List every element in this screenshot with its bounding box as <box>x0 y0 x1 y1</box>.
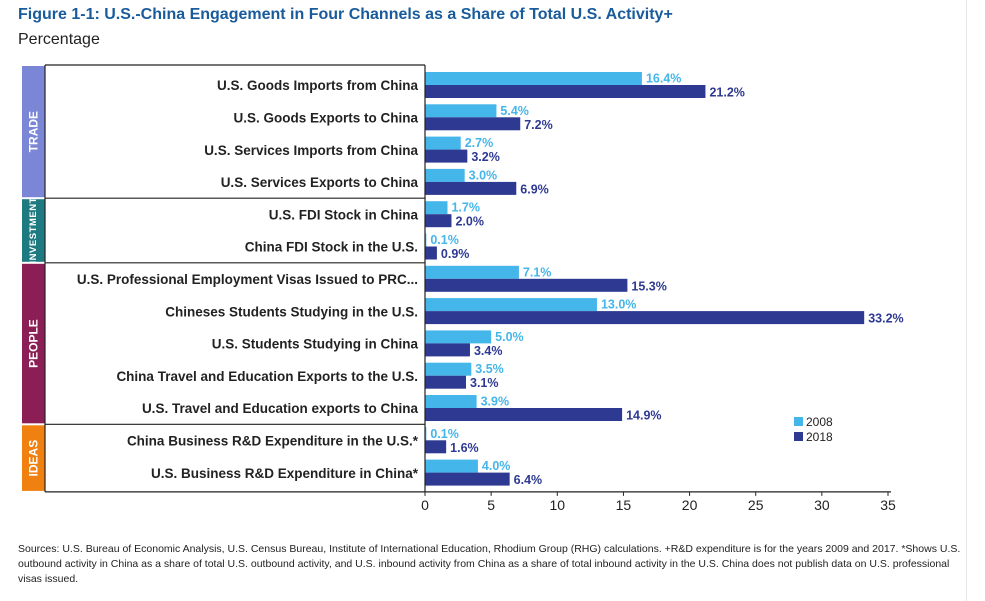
bar-2008 <box>425 298 597 312</box>
bar-2018 <box>425 278 628 292</box>
category-label: China FDI Stock in the U.S. <box>245 240 418 255</box>
right-divider <box>966 0 967 601</box>
x-tick-label: 5 <box>487 497 495 513</box>
data-label-2018: 7.2% <box>524 118 553 132</box>
x-tick-label: 10 <box>549 497 565 513</box>
bar-2008 <box>425 362 472 376</box>
data-label-2018: 14.9% <box>626 409 661 423</box>
data-label-2008: 16.4% <box>646 72 681 86</box>
bar-2008 <box>425 201 448 215</box>
category-label: U.S. Business R&D Expenditure in China* <box>151 466 419 481</box>
figure-title: Figure 1-1: U.S.-China Engagement in Fou… <box>18 6 673 23</box>
data-label-2008: 3.5% <box>475 362 504 376</box>
data-label-2018: 0.9% <box>441 247 470 261</box>
bar-2008 <box>425 233 427 247</box>
bar-2018 <box>425 375 467 389</box>
bar-2008 <box>425 265 519 279</box>
data-label-2018: 21.2% <box>709 86 744 100</box>
x-tick-label: 20 <box>682 497 698 513</box>
data-label-2008: 7.1% <box>523 265 552 279</box>
category-label: U.S. Students Studying in China <box>212 337 419 352</box>
bar-2018 <box>425 117 521 131</box>
bar-2008 <box>425 427 427 441</box>
bar-2018 <box>425 214 452 228</box>
data-label-2008: 3.0% <box>469 168 498 182</box>
bar-2018 <box>425 343 470 357</box>
bar-2018 <box>425 440 447 454</box>
category-label: U.S. Services Imports from China <box>204 143 418 158</box>
category-label: U.S. Services Exports to China <box>221 175 419 190</box>
group-strip <box>22 199 45 262</box>
data-label-2008: 0.1% <box>430 233 459 247</box>
data-label-2008: 5.0% <box>495 330 523 344</box>
data-label-2018: 3.4% <box>474 344 503 358</box>
bar-2018 <box>425 85 706 98</box>
data-label-2008: 5.4% <box>500 104 529 118</box>
data-label-2008: 4.0% <box>482 459 511 473</box>
bar-chart: U.S. Goods Imports from China 16.4% 21.2% U… <box>22 64 904 513</box>
data-label-2008: 0.1% <box>430 427 459 441</box>
x-tick-label: 15 <box>616 497 632 513</box>
group-strip <box>22 263 45 424</box>
bar-2008 <box>425 72 642 85</box>
category-label: China Travel and Education Exports to th… <box>116 369 418 384</box>
bar-2018 <box>425 246 437 260</box>
bar-2018 <box>425 408 623 421</box>
figure-subtitle: Percentage <box>18 31 100 48</box>
data-label-2008: 2.7% <box>465 136 494 150</box>
bar-2008 <box>425 330 492 344</box>
group-label: TRADE <box>27 111 41 152</box>
bar-2008 <box>425 395 477 408</box>
data-label-2008: 1.7% <box>451 201 480 215</box>
group-strip <box>22 66 45 198</box>
x-tick-label: 35 <box>880 497 896 513</box>
legend-label-2008: 2008 <box>806 415 833 429</box>
data-label-2018: 6.4% <box>514 473 543 487</box>
legend-swatch-2008 <box>794 417 803 426</box>
bar-2018 <box>425 181 517 195</box>
data-label-2018: 6.9% <box>520 182 549 196</box>
bar-2008 <box>425 459 478 473</box>
bar-2018 <box>425 149 468 163</box>
data-label-2018: 1.6% <box>450 441 479 455</box>
bar-2018 <box>425 472 510 486</box>
data-label-2018: 33.2% <box>868 312 903 326</box>
group-label: PEOPLE <box>27 319 41 368</box>
category-label: China Business R&D Expenditure in the U.… <box>127 433 419 448</box>
x-tick-label: 25 <box>748 497 764 513</box>
group-label: INVESTMENT <box>28 197 39 263</box>
bar-2008 <box>425 136 461 150</box>
category-label: U.S. Goods Exports to China <box>233 110 418 125</box>
x-tick-label: 30 <box>814 497 830 513</box>
data-label-2008: 3.9% <box>481 395 510 409</box>
legend-label-2018: 2018 <box>806 430 833 444</box>
data-label-2018: 3.1% <box>470 376 499 390</box>
bar-2018 <box>425 311 865 325</box>
data-label-2018: 3.2% <box>471 150 500 164</box>
category-label: U.S. Professional Employment Visas Issue… <box>77 272 418 287</box>
category-label: U.S. Goods Imports from China <box>217 78 419 93</box>
data-label-2018: 2.0% <box>455 215 484 229</box>
x-tick-label: 0 <box>421 497 429 513</box>
legend-swatch-2018 <box>794 432 803 441</box>
bar-2008 <box>425 168 465 182</box>
bar-2008 <box>425 104 497 118</box>
data-label-2008: 13.0% <box>601 298 636 312</box>
category-label: Chineses Students Studying in the U.S. <box>165 304 418 319</box>
sources-note: Sources: U.S. Bureau of Economic Analysi… <box>18 543 961 585</box>
data-label-2018: 15.3% <box>631 279 666 293</box>
category-label: U.S. FDI Stock in China <box>269 207 419 222</box>
group-label: IDEAS <box>27 440 41 477</box>
group-strip <box>22 425 45 491</box>
category-label: U.S. Travel and Education exports to Chi… <box>142 401 419 416</box>
